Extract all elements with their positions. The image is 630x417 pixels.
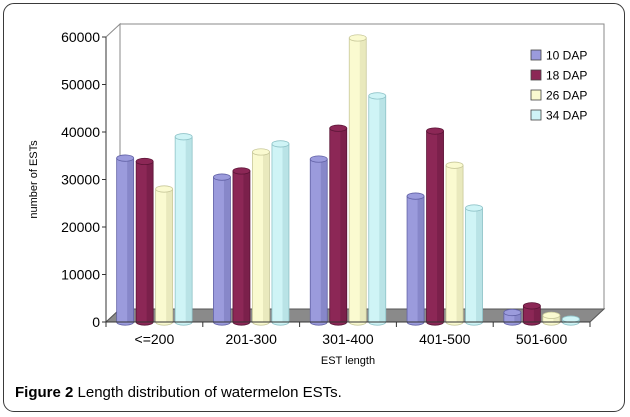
bar-18-dap-201-300-top [232,167,251,175]
bar-34-dap-200-top [174,133,193,141]
bar-26-dap-200-top [155,185,174,193]
legend-swatch-18-dap [530,69,542,81]
legend-label-10-dap: 10 DAP [546,49,587,63]
legend-swatch-26-dap [530,89,542,101]
y-tick-label: 20000 [61,219,100,235]
y-tick-label: 50000 [61,77,100,93]
bar-34-dap-201-300-top [271,140,290,148]
bar-10-dap-301-400-shade [320,159,328,322]
bar-18-dap-501-600-top [522,302,541,310]
x-axis-title: EST length [321,355,375,367]
bar-34-dap-301-400-shade [379,95,386,323]
legend-label-26-dap: 26 DAP [546,89,587,103]
x-tick-label: 201-300 [226,331,278,347]
bar-34-dap-201-300-shade [282,143,289,322]
bar-10-dap-200-shade [127,158,134,322]
y-tick-label: 30000 [61,172,100,188]
caption-text: Length distribution of watermelon ESTs. [73,384,342,401]
figure-caption: Figure 2 Length distribution of watermel… [15,384,342,401]
bar-18-dap-401-500-top [426,127,444,135]
bar-18-dap-201-300-shade [243,170,250,322]
bar-34-dap-401-500-shade [476,208,483,322]
legend-swatch-10-dap [530,49,542,61]
bar-10-dap-501-600-shade [514,312,521,322]
x-tick-label: <=200 [135,331,175,347]
bar-18-dap-401-500-shade [437,131,444,322]
legend-swatch-34-dap [530,109,542,121]
y-tick-label: 10000 [61,267,100,283]
bar-chart: 0 10000 20000 30000 40000 50000 60000 <=200 201-… [28,22,606,367]
bar-10-dap-201-300-top [213,173,231,181]
bar-34-dap-401-500-top [465,204,483,212]
bar-26-dap-501-600-top [542,311,561,319]
bar-26-dap-401-500-shade [456,165,464,322]
caption-label: Figure 2 [15,384,74,401]
bar-18-dap-301-400-shade [340,128,347,322]
bar-10-dap-200-top [116,154,135,162]
bar-10-dap-501-600-top [503,308,522,317]
x-tick-label: 401-500 [419,331,471,347]
bar-26-dap-201-300-top [252,148,270,156]
bar-18-dap-501-600-shade [533,305,541,322]
bar-18-dap-301-400-top [329,124,348,132]
x-tick-label: 301-400 [322,331,374,347]
legend-label-34-dap: 34 DAP [546,109,587,123]
y-tick-label: 40000 [61,124,100,140]
bar-26-dap-401-500-top [445,161,464,169]
y-tick-label: 60000 [61,29,100,45]
bar-26-dap-501-600-shade [553,315,560,322]
bar-18-dap-200-shade [146,161,154,322]
bar-26-dap-200-shade [166,189,173,322]
bar-26-dap-301-400-top [348,34,367,42]
bar-10-dap-201-300-shade [223,177,231,322]
bar-34-dap-200-shade [185,136,193,322]
bar-10-dap-401-500-shade [417,196,425,322]
bar-34-dap-301-400-top [368,92,387,100]
bar-10-dap-401-500-top [406,192,425,200]
y-axis-title: number of ESTs [28,140,40,219]
bar-26-dap-201-300-shade [262,151,270,322]
legend-label-18-dap: 18 DAP [546,69,587,83]
x-tick-label: 501-600 [516,331,568,347]
bar-18-dap-200-top [135,157,154,166]
bar-34-dap-501-600-top [561,315,580,323]
bar-10-dap-301-400-top [309,155,328,163]
y-tick-label: 0 [92,314,100,330]
bar-26-dap-301-400-shade [359,37,367,322]
